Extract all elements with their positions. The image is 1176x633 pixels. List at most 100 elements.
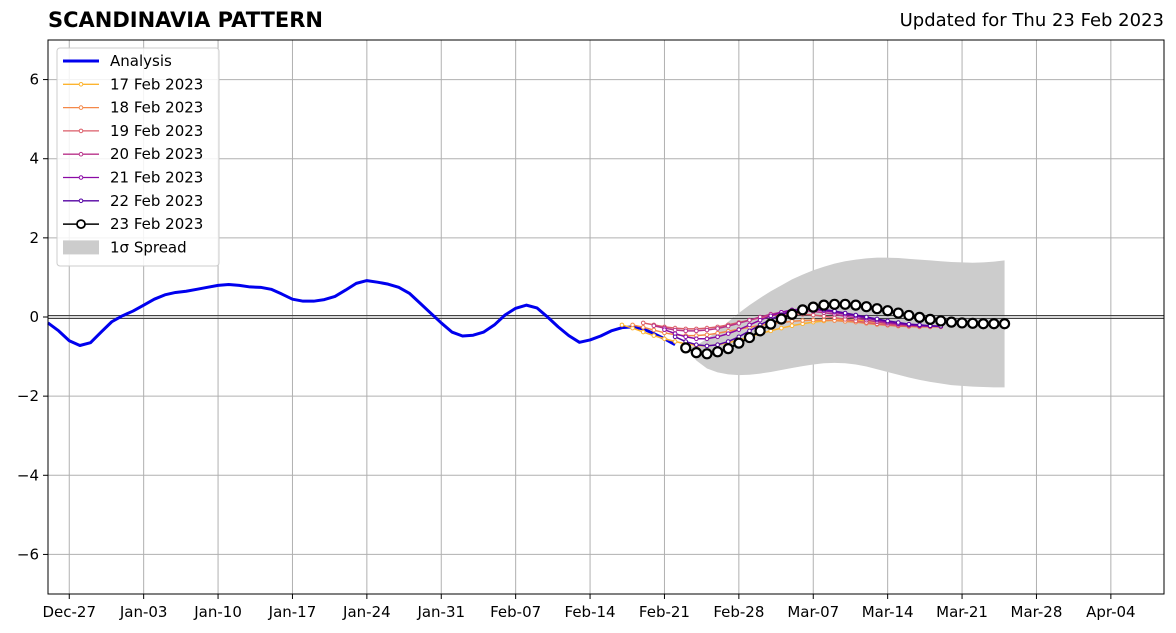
x-tick-label: Jan-03 (119, 603, 168, 621)
forecast-point (701, 348, 713, 360)
forecast-point (956, 317, 968, 329)
legend-marker (78, 198, 84, 204)
forecast-point (715, 342, 720, 348)
x-tick-label: Feb-14 (565, 603, 616, 621)
legend-marker (78, 82, 84, 87)
forecast-point (690, 347, 702, 359)
forecast-point (945, 316, 958, 328)
forecast-point (715, 334, 720, 340)
chart-title: SCANDINAVIA PATTERN (48, 8, 323, 32)
forecast-point (768, 313, 774, 319)
forecast-point (807, 301, 819, 313)
forecast-point (988, 318, 1000, 330)
forecast-point (694, 336, 699, 342)
y-tick-label: −2 (17, 387, 39, 405)
forecast-point (828, 298, 841, 310)
legend-marker (76, 219, 86, 230)
y-axis: 6 4 2 0 −2 −4 −6 (17, 71, 48, 563)
forecast-point (821, 317, 827, 323)
forecast-point (977, 318, 989, 330)
forecast-point (694, 328, 699, 334)
forecast-point (672, 327, 678, 333)
forecast-point (967, 317, 979, 329)
forecast-point (662, 327, 667, 332)
zero-line (48, 315, 1164, 319)
x-tick-label: Jan-17 (268, 603, 317, 621)
forecast-point (672, 339, 678, 344)
forecast-point (775, 313, 787, 325)
forecast-point (683, 328, 689, 334)
forecast-point (736, 321, 742, 326)
forecast-point (874, 316, 880, 322)
forecast-point (832, 315, 837, 321)
y-tick-label: −6 (17, 545, 39, 563)
forecast-point (630, 322, 635, 328)
forecast-point (715, 326, 720, 331)
forecast-point (747, 317, 752, 323)
x-tick-label: Feb-07 (490, 603, 541, 621)
forecast-point (619, 322, 625, 328)
forecast-point (864, 314, 869, 320)
x-tick-label: Mar-07 (787, 603, 839, 621)
x-tick-label: Jan-10 (193, 603, 242, 621)
forecast-point (821, 313, 827, 319)
forecast-point (715, 330, 720, 336)
forecast-point (903, 309, 915, 322)
x-tick-label: Apr-04 (1086, 603, 1136, 621)
x-tick-label: Dec-27 (42, 603, 96, 621)
grid-lines (48, 40, 1164, 594)
legend-marker (78, 105, 84, 110)
legend: Analysis 17 Feb 2023 18 Feb 2023 19 Feb 202… (56, 47, 220, 267)
forecast-point (779, 325, 784, 331)
series-lines (47, 279, 1011, 360)
forecast-point (672, 334, 678, 340)
forecast-point (722, 343, 734, 355)
legend-label: 18 Feb 2023 (110, 99, 203, 117)
forecast-point (906, 321, 912, 327)
legend-label: Analysis (110, 52, 172, 70)
y-tick-label: 0 (29, 308, 39, 326)
forecast-point (680, 342, 692, 354)
x-tick-label: Mar-28 (1011, 603, 1063, 621)
forecast-point (733, 337, 745, 349)
forecast-point (640, 320, 646, 326)
forecast-point (704, 327, 710, 333)
legend-label: 20 Feb 2023 (110, 145, 203, 163)
legend-label: 19 Feb 2023 (110, 122, 203, 140)
forecast-point (885, 318, 890, 324)
forecast-point (704, 332, 710, 338)
x-tick-label: Jan-24 (342, 603, 391, 621)
forecast-point (725, 339, 731, 344)
y-tick-label: 2 (29, 229, 39, 247)
x-tick-label: Mar-14 (862, 603, 914, 621)
forecast-point (640, 329, 646, 335)
forecast-point (810, 312, 816, 318)
x-tick-label: Mar-21 (936, 603, 988, 621)
forecast-point (711, 346, 724, 358)
forecast-point (892, 307, 904, 319)
x-tick-label: Feb-28 (713, 603, 764, 621)
x-axis: Dec-27 Jan-03 Jan-10 Jan-17 Jan-24 Jan-31 Feb-… (42, 594, 1136, 621)
y-tick-label: −4 (17, 466, 39, 484)
forecast-point (871, 303, 883, 315)
forecast-point (839, 298, 851, 310)
forecast-point (651, 333, 657, 338)
forecast-point (651, 323, 657, 329)
forecast-point (704, 343, 710, 349)
legend-label: 17 Feb 2023 (110, 75, 203, 93)
legend-box (56, 47, 220, 267)
legend-label: 21 Feb 2023 (110, 169, 203, 187)
legend-marker (78, 128, 84, 134)
forecast-point (935, 315, 947, 327)
forecast-point (913, 311, 926, 323)
legend-label: 22 Feb 2023 (110, 192, 203, 210)
forecast-point (924, 313, 936, 325)
forecast-point (860, 301, 873, 313)
forecast-point (917, 322, 922, 328)
forecast-point (757, 317, 763, 323)
forecast-point (747, 322, 752, 328)
forecast-point (754, 325, 766, 337)
forecast-point (725, 323, 731, 329)
forecast-point (882, 305, 894, 317)
